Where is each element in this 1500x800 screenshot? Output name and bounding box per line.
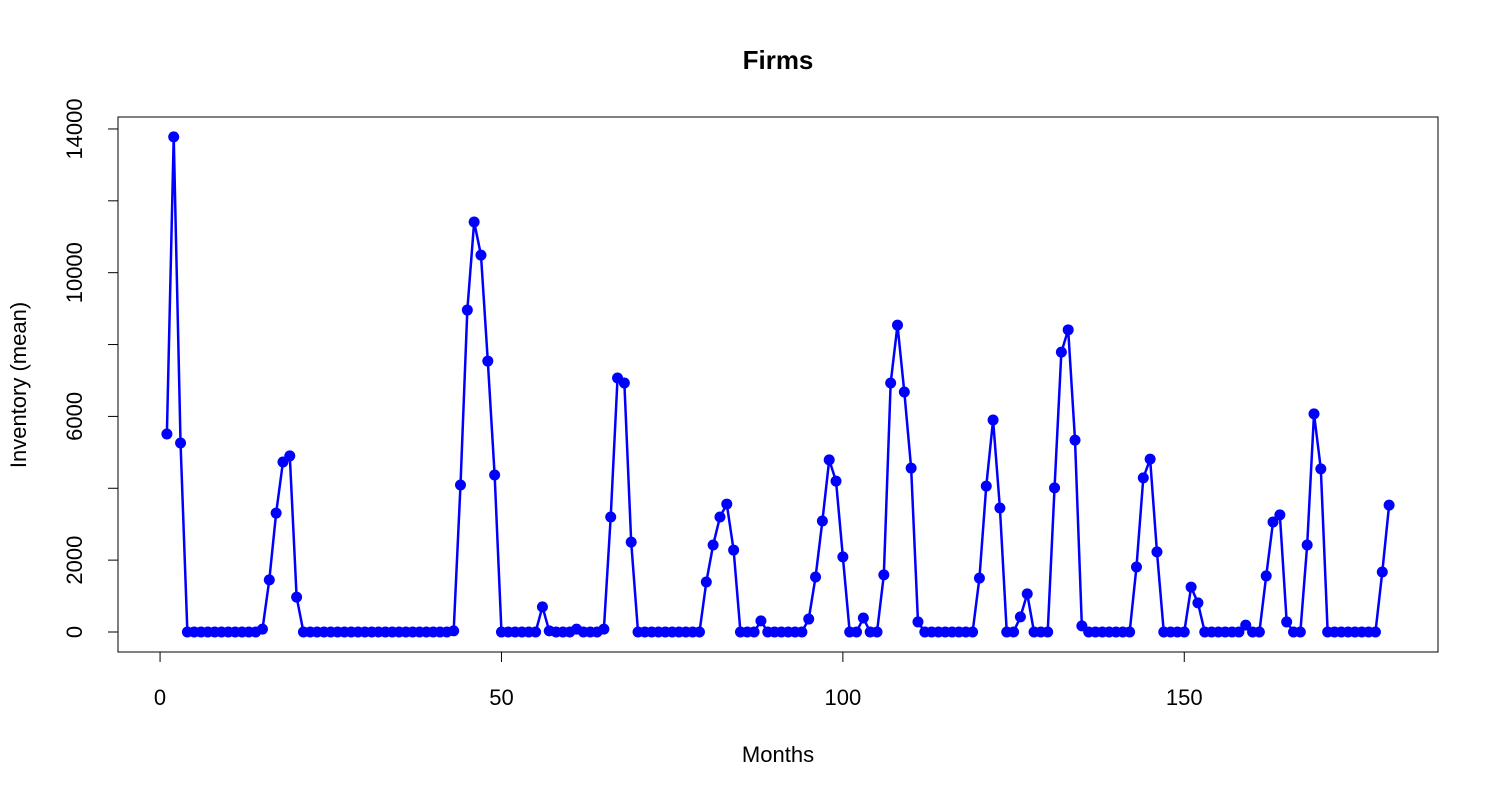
x-axis-label: Months: [742, 742, 814, 767]
data-point: [1315, 463, 1327, 475]
chart-title: Firms: [743, 45, 814, 75]
data-point: [625, 536, 637, 548]
data-point: [891, 319, 903, 331]
data-point: [1049, 482, 1061, 494]
data-point: [1192, 597, 1204, 609]
data-point: [1014, 611, 1026, 623]
x-tick-label: 0: [154, 685, 166, 710]
data-point: [1124, 626, 1136, 638]
data-point: [1376, 566, 1388, 578]
data-point: [1144, 453, 1156, 465]
data-point: [448, 625, 460, 637]
data-point: [291, 591, 303, 603]
data-point: [1233, 626, 1245, 638]
data-point: [803, 613, 815, 625]
data-point: [468, 216, 480, 228]
data-point: [1178, 626, 1190, 638]
x-tick-label: 150: [1166, 685, 1203, 710]
data-point: [871, 626, 883, 638]
y-tick-label: 2000: [62, 536, 87, 585]
data-point: [810, 571, 822, 583]
data-point: [1042, 626, 1054, 638]
data-point: [823, 454, 835, 466]
data-point: [1301, 539, 1313, 551]
data-point: [1151, 546, 1163, 558]
data-point: [161, 428, 173, 440]
data-point: [1008, 626, 1020, 638]
data-point: [175, 437, 187, 449]
data-point: [1274, 509, 1286, 521]
data-point: [830, 475, 842, 487]
data-point: [714, 511, 726, 523]
data-point: [482, 355, 494, 367]
data-point: [1281, 616, 1293, 628]
data-point: [1308, 408, 1320, 420]
data-point: [256, 623, 268, 635]
data-point: [536, 601, 548, 613]
series-line: [165, 136, 1391, 634]
data-point: [454, 479, 466, 491]
data-point: [912, 616, 924, 628]
data-point: [721, 498, 733, 510]
data-point: [700, 576, 712, 588]
data-point: [461, 304, 473, 316]
data-point: [1137, 472, 1149, 484]
data-point: [851, 626, 863, 638]
data-point: [1369, 626, 1381, 638]
data-point: [168, 131, 180, 143]
x-tick-label: 100: [825, 685, 862, 710]
data-point: [728, 544, 740, 556]
data-point: [885, 377, 897, 389]
x-tick-label: 50: [489, 685, 513, 710]
data-point: [1267, 516, 1279, 528]
y-tick-label: 10000: [62, 242, 87, 303]
data-point: [987, 414, 999, 426]
data-point: [530, 626, 542, 638]
data-point: [489, 469, 501, 481]
data-point: [598, 623, 610, 635]
data-point: [973, 572, 985, 584]
data-point: [1130, 561, 1142, 573]
data-point: [1062, 324, 1074, 336]
data-point: [1021, 588, 1033, 600]
data-point: [693, 626, 705, 638]
data-point: [816, 515, 828, 527]
data-point: [707, 539, 719, 551]
data-point: [967, 626, 979, 638]
plot-frame: [117, 116, 1439, 653]
data-point: [284, 450, 296, 462]
data-point: [1185, 581, 1197, 593]
data-point: [748, 626, 760, 638]
data-point: [270, 507, 282, 519]
data-point: [905, 462, 917, 474]
y-tick-label: 0: [62, 626, 87, 638]
data-point: [898, 386, 910, 398]
data-point: [263, 574, 275, 586]
data-point: [796, 626, 808, 638]
data-point: [1069, 434, 1081, 446]
data-point: [1294, 626, 1306, 638]
y-tick-label: 6000: [62, 392, 87, 441]
data-point: [618, 377, 630, 389]
data-point: [994, 502, 1006, 514]
y-axis-label: Inventory (mean): [6, 302, 31, 468]
data-point: [755, 615, 767, 627]
data-point: [605, 511, 617, 523]
data-point: [1055, 346, 1067, 358]
data-point: [1383, 499, 1395, 511]
data-point: [1253, 626, 1265, 638]
data-point: [837, 551, 849, 563]
y-tick-label: 14000: [62, 98, 87, 159]
data-point: [1260, 570, 1272, 582]
data-point: [878, 569, 890, 581]
data-point: [1240, 619, 1252, 631]
data-point: [980, 480, 992, 492]
data-point: [857, 612, 869, 624]
data-point: [475, 249, 487, 261]
